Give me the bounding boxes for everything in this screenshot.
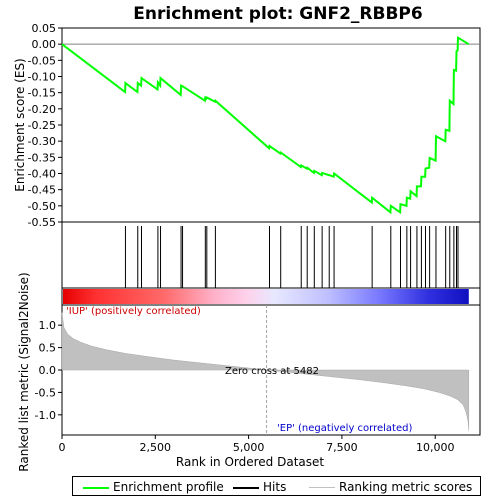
enrichment-profile-line	[61, 35, 470, 215]
legend-item-ranking-metric: Ranking metric scores	[309, 480, 472, 494]
ranking-metric-area	[61, 312, 470, 431]
ranking-heat-bar	[63, 289, 469, 304]
metric-y-tick-label: -0.5	[35, 386, 56, 399]
negative-correlation-label: 'EP' (negatively correlated)	[277, 423, 412, 434]
hits-group	[124, 226, 459, 288]
es-y-tick-label: -0.10	[28, 71, 56, 84]
legend-label: Enrichment profile	[113, 480, 224, 494]
legend-label: Hits	[263, 480, 287, 494]
x-axis: 0 2,500 5,000 7,500 10,000	[59, 435, 455, 454]
legend: Enrichment profile Hits Ranking metric s…	[72, 476, 481, 496]
chart-title: Enrichment plot: GNF2_RBBP6	[133, 4, 422, 24]
es-y-tick-label: 0.05	[32, 22, 57, 35]
es-panel-frame	[61, 27, 481, 223]
x-tick-label: 7,500	[326, 441, 358, 454]
positive-correlation-label: 'IUP' (positively correlated)	[66, 306, 201, 317]
metric-y-tick-label: 1.0	[39, 319, 57, 332]
es-y-tick-label: -0.05	[28, 54, 56, 67]
metric-y-tick-label: 0.5	[39, 342, 57, 355]
legend-item-enrichment-profile: Enrichment profile	[83, 480, 224, 494]
es-y-tick-label: -0.40	[28, 168, 56, 181]
legend-swatch-gray	[309, 487, 335, 488]
es-y-label: Enrichment score (ES)	[13, 58, 27, 191]
es-y-tick-label: -0.50	[28, 200, 56, 213]
legend-swatch-green	[83, 486, 109, 489]
es-y-tick-label: -0.30	[28, 135, 56, 148]
x-axis-label: Rank in Ordered Dataset	[176, 455, 324, 469]
legend-item-hits: Hits	[233, 480, 286, 494]
es-y-tick-label: -0.15	[28, 87, 56, 100]
legend-swatch-black	[233, 486, 259, 489]
es-y-tick-label: -0.55	[28, 216, 56, 229]
es-y-axis: 0.05 0.00 -0.05 -0.10 -0.15 -0.20 -0.25 -0.30 -0…	[28, 22, 62, 229]
es-y-tick-label: -0.45	[28, 184, 56, 197]
es-y-tick-label: -0.20	[28, 103, 56, 116]
metric-y-axis: 1.0 0.5 0.0 -0.5 -1.0	[35, 319, 62, 422]
es-y-tick-label: -0.35	[28, 151, 56, 164]
es-y-tick-label: -0.25	[28, 119, 56, 132]
zero-cross-label: Zero cross at 5482	[225, 366, 319, 377]
es-y-tick-label: 0.00	[32, 38, 57, 51]
x-tick-label: 10,000	[416, 441, 455, 454]
legend-label: Ranking metric scores	[339, 480, 473, 494]
metric-y-label: Ranked list metric (Signal2Noise)	[17, 272, 31, 471]
x-tick-label: 2,500	[140, 441, 172, 454]
x-tick-label: 0	[59, 441, 66, 454]
metric-y-tick-label: 0.0	[39, 364, 57, 377]
x-tick-label: 5,000	[233, 441, 265, 454]
metric-y-tick-label: -1.0	[35, 409, 56, 422]
